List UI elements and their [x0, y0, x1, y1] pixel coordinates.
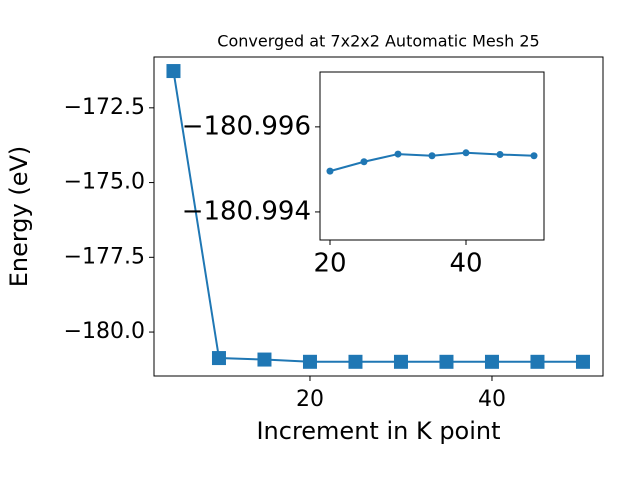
x-tick-label: 40 — [449, 249, 482, 279]
data-line — [172, 70, 583, 363]
marker — [394, 150, 402, 158]
marker — [462, 149, 470, 157]
marker — [166, 64, 181, 79]
x-tick-label: 20 — [296, 387, 324, 412]
plot-frame — [319, 71, 545, 241]
marker — [530, 152, 538, 160]
marker — [326, 167, 334, 175]
marker — [530, 354, 545, 369]
marker — [393, 354, 408, 369]
marker — [360, 158, 368, 166]
x-tick-label: 20 — [313, 249, 346, 279]
marker — [257, 352, 272, 367]
marker — [575, 354, 590, 369]
y-tick-label: −177.5 — [64, 244, 145, 269]
y-tick-label: −180.996 — [182, 111, 311, 141]
y-tick-label: −180.0 — [64, 319, 145, 344]
marker — [496, 151, 504, 159]
x-axis-label: Increment in K point — [256, 417, 500, 445]
y-axis-label: Energy (eV) — [5, 146, 33, 288]
marker — [484, 354, 499, 369]
marker — [211, 351, 226, 366]
marker — [428, 152, 436, 160]
plot-frame — [153, 56, 604, 377]
y-tick-label: −175.0 — [64, 170, 145, 195]
chart-title: Converged at 7x2x2 Automatic Mesh 25 — [217, 32, 539, 51]
y-tick-label: −172.5 — [64, 95, 145, 120]
y-tick-label: −180.994 — [182, 196, 311, 226]
marker — [348, 354, 363, 369]
marker — [439, 354, 454, 369]
marker — [302, 354, 317, 369]
x-tick-label: 40 — [478, 387, 506, 412]
